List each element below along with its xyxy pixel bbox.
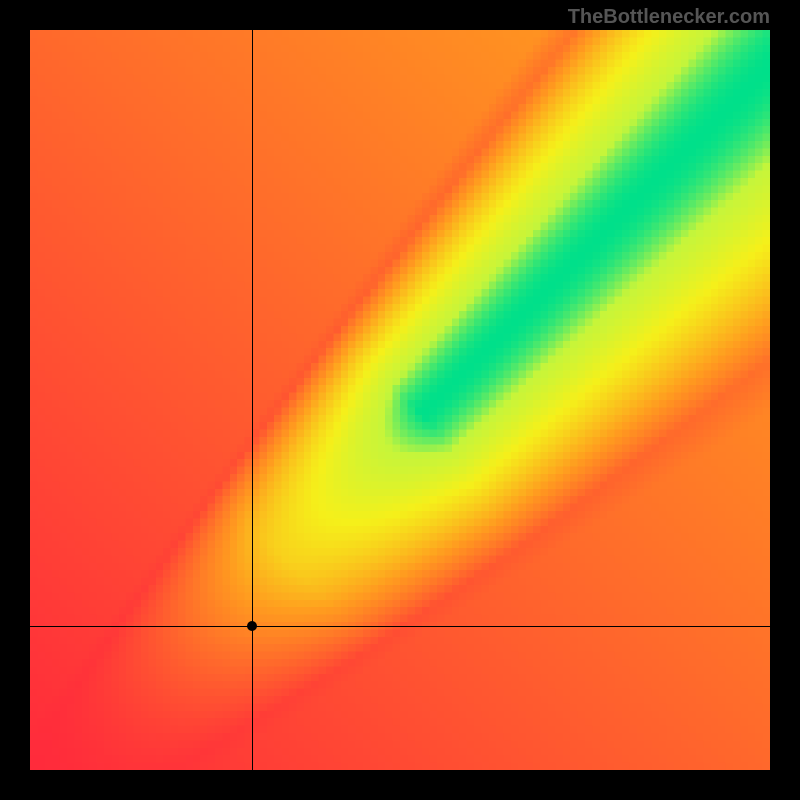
crosshair-horizontal	[30, 626, 770, 627]
heatmap-canvas	[30, 30, 770, 770]
crosshair-vertical	[252, 30, 253, 770]
selection-marker	[247, 621, 257, 631]
watermark-text: TheBottlenecker.com	[568, 6, 770, 29]
bottleneck-heatmap	[30, 30, 770, 770]
